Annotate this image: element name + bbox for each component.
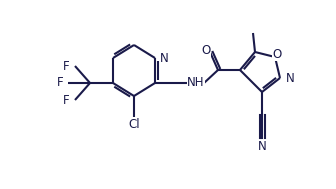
Text: N: N <box>258 139 266 153</box>
Text: F: F <box>64 60 70 73</box>
Text: N: N <box>286 71 295 84</box>
Text: F: F <box>64 94 70 106</box>
Text: O: O <box>201 43 211 57</box>
Text: O: O <box>272 47 282 60</box>
Text: N: N <box>160 51 169 64</box>
Text: F: F <box>56 77 63 90</box>
Text: NH: NH <box>187 77 205 90</box>
Text: Cl: Cl <box>128 119 140 132</box>
